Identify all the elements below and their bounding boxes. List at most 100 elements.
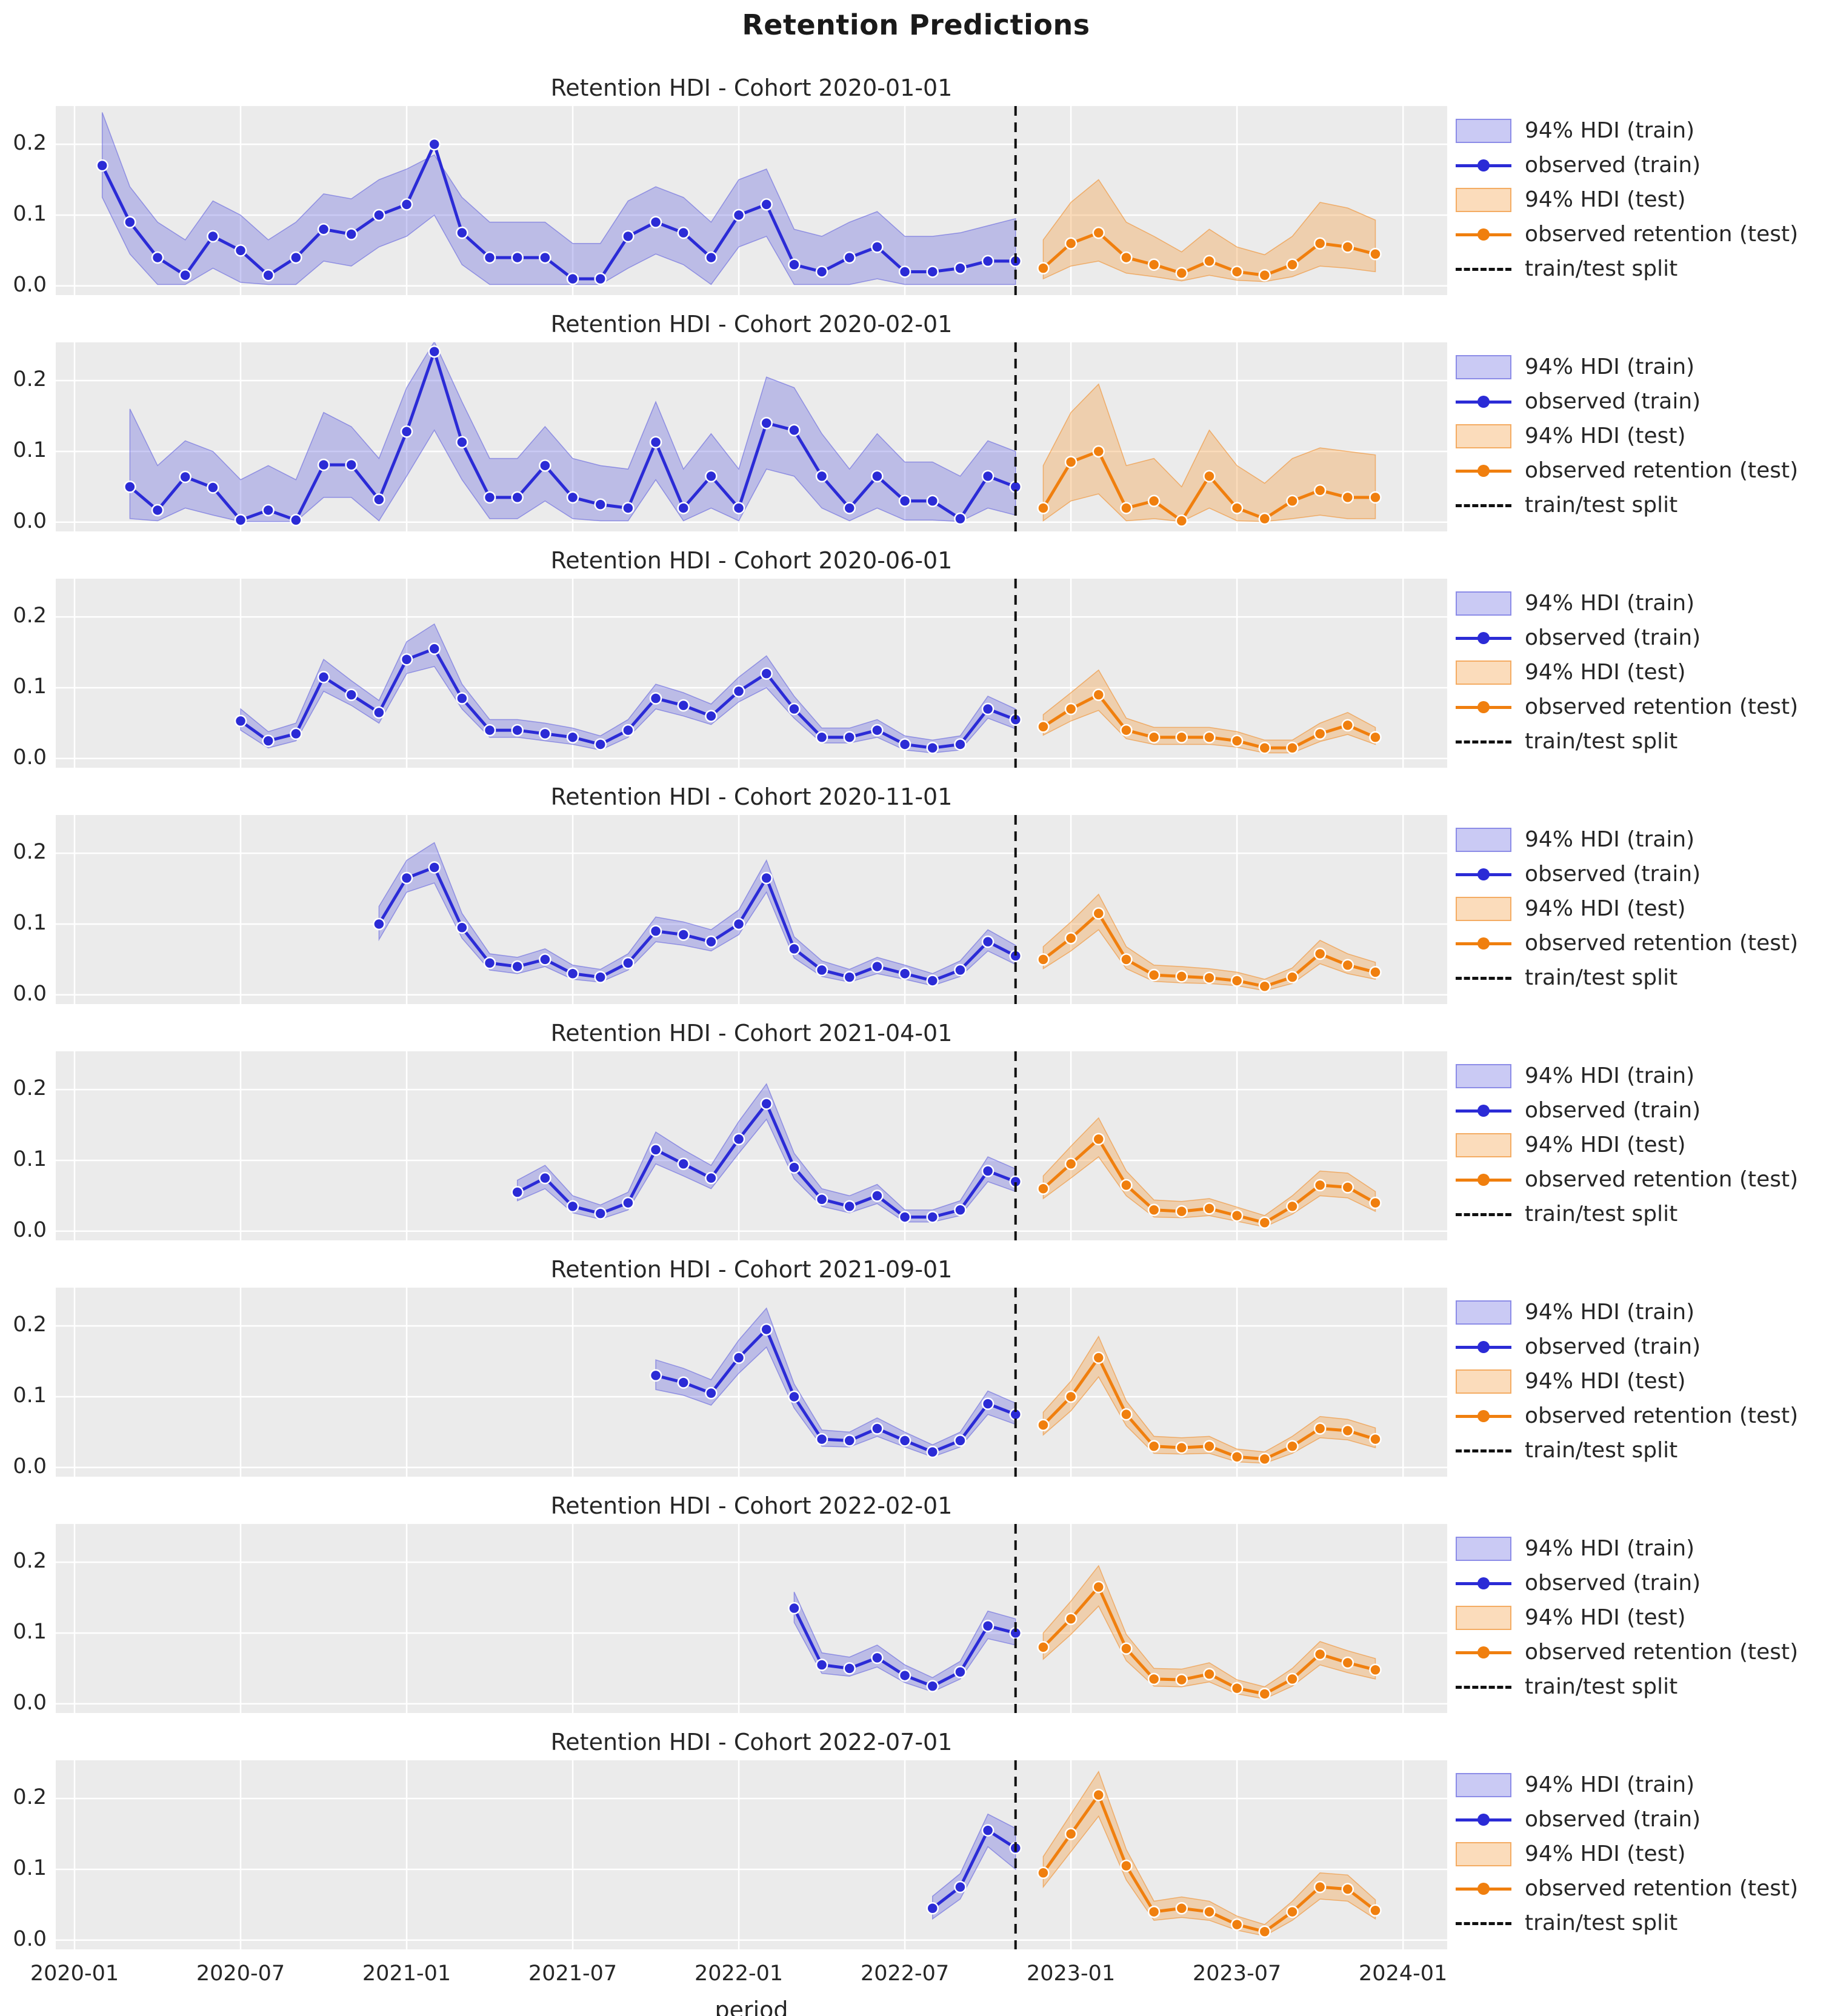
hdi-test-swatch-icon (1456, 1133, 1511, 1157)
observed-train-point (926, 742, 939, 754)
observed-train-point (539, 953, 551, 966)
figure-title: Retention Predictions (742, 8, 1090, 41)
observed-train-point (677, 226, 690, 239)
legend-label: 94% HDI (test) (1525, 1369, 1686, 1394)
legend-item: observed retention (test) (1456, 1635, 1831, 1669)
observed-test-point (1258, 512, 1271, 525)
observed-train-point (677, 699, 690, 712)
observed-test-point (1313, 1880, 1327, 1894)
observed-test-point (1341, 1424, 1354, 1437)
observed-train-point (926, 1445, 939, 1459)
observed-test-point (1341, 491, 1354, 504)
legend-item: observed (train) (1456, 1093, 1831, 1128)
observed-train-point (760, 1323, 773, 1336)
legend-label: 94% HDI (test) (1525, 660, 1686, 685)
legend-item: 94% HDI (train) (1456, 350, 1831, 384)
observed-test-point (1258, 1452, 1271, 1466)
x-tick-label: 2022-01 (694, 1961, 784, 1986)
legend-label: train/test split (1525, 1438, 1678, 1463)
y-tick-label: 0.0 (13, 508, 47, 533)
observed-test-point (1341, 1656, 1354, 1669)
hdi-test-swatch-icon (1456, 1605, 1511, 1630)
observed-test-point (1313, 1179, 1327, 1192)
observed-test-point (1092, 1351, 1105, 1364)
subplot-title: Retention HDI - Cohort 2020-02-01 (550, 311, 953, 338)
observed-test-point (1286, 494, 1299, 508)
legend-label: observed (train) (1525, 1334, 1701, 1359)
y-tick-label: 0.0 (13, 272, 47, 297)
subplot-2022-07-01: Retention HDI - Cohort 2022-07-01 0.0 0.1 0… (0, 1729, 1832, 2016)
observed-test-point (1286, 1905, 1299, 1918)
observed-train-point (456, 692, 468, 705)
observed-train-point (262, 269, 275, 282)
observed-test-point (1369, 966, 1382, 979)
observed-train-point (981, 1165, 994, 1177)
hdi-train-swatch-icon (1456, 1536, 1511, 1561)
observed-test-point (1258, 1925, 1271, 1938)
observed-train-point (677, 928, 690, 941)
observed-train-point (981, 1824, 994, 1837)
y-tick-label: 0.0 (13, 1690, 47, 1715)
legend-label: observed retention (test) (1525, 1403, 1799, 1428)
x-tick-label: 2023-07 (1193, 1961, 1282, 1986)
y-tick-label: 0.2 (13, 1549, 47, 1574)
observed-test-point (1120, 502, 1133, 514)
legend-item: 94% HDI (train) (1456, 1768, 1831, 1802)
observed-train-point (788, 258, 801, 271)
legend-item: 94% HDI (train) (1456, 822, 1831, 857)
observed-test-point (1037, 1182, 1050, 1195)
split-line-swatch-icon (1456, 1911, 1511, 1935)
legend-item: 94% HDI (train) (1456, 1531, 1831, 1566)
legend-label: 94% HDI (test) (1525, 187, 1686, 212)
legend: 94% HDI (train) observed (train) 94% HDI (… (1456, 1059, 1831, 1231)
observed-test-swatch-icon (1456, 1404, 1511, 1428)
y-tick-label: 0.1 (13, 437, 47, 462)
observed-train-line (101, 142, 1016, 281)
observed-test-point (1037, 1866, 1050, 1880)
observed-train-point (373, 493, 385, 506)
observed-train-point (566, 272, 579, 285)
observed-train-point (954, 262, 967, 274)
x-tick-label: 2024-01 (1359, 1961, 1448, 1986)
legend-label: train/test split (1525, 1202, 1678, 1226)
hdi-band-test (1042, 1771, 1376, 1937)
legend-item: observed (train) (1456, 1802, 1831, 1837)
hdi-test-swatch-icon (1456, 896, 1511, 921)
legend-item: 94% HDI (test) (1456, 1837, 1831, 1871)
y-tick-label: 0.1 (13, 1146, 47, 1171)
observed-train-swatch-icon (1456, 1099, 1511, 1123)
observed-train-point (677, 1157, 690, 1171)
observed-test-point (1230, 1209, 1244, 1222)
observed-train-point (981, 1620, 994, 1632)
legend-label: 94% HDI (train) (1525, 354, 1695, 379)
observed-train-point (622, 502, 635, 514)
observed-train-point (428, 138, 441, 151)
hdi-test-swatch-icon (1456, 660, 1511, 685)
x-tick-label: 2023-01 (1026, 1961, 1116, 1986)
legend-label: train/test split (1525, 493, 1678, 517)
legend-label: train/test split (1525, 1674, 1678, 1699)
observed-train-point (732, 502, 745, 514)
observed-train-swatch-icon (1456, 1335, 1511, 1359)
legend-item: observed (train) (1456, 857, 1831, 891)
y-tick-label: 0.2 (13, 1785, 47, 1810)
legend-label: 94% HDI (train) (1525, 1772, 1695, 1797)
observed-test-point (1286, 1672, 1299, 1686)
observed-train-point (871, 1422, 884, 1435)
legend-label: observed (train) (1525, 1098, 1701, 1123)
observed-test-point (1175, 970, 1188, 983)
split-line-swatch-icon (1456, 1202, 1511, 1226)
observed-test-swatch-icon (1456, 931, 1511, 956)
legend-item: observed retention (test) (1456, 453, 1831, 488)
legend-item: 94% HDI (train) (1456, 1295, 1831, 1329)
hdi-train-swatch-icon (1456, 1772, 1511, 1797)
observed-train-point (400, 198, 413, 211)
observed-test-point (1203, 971, 1216, 985)
observed-train-point (732, 917, 745, 931)
legend-item: train/test split (1456, 1433, 1831, 1468)
observed-train-point (179, 269, 192, 282)
subplot-title: Retention HDI - Cohort 2021-09-01 (550, 1256, 953, 1283)
legend: 94% HDI (train) observed (train) 94% HDI (… (1456, 1768, 1831, 1940)
legend: 94% HDI (train) observed (train) 94% HDI (… (1456, 350, 1831, 522)
observed-train-point (954, 1880, 967, 1894)
